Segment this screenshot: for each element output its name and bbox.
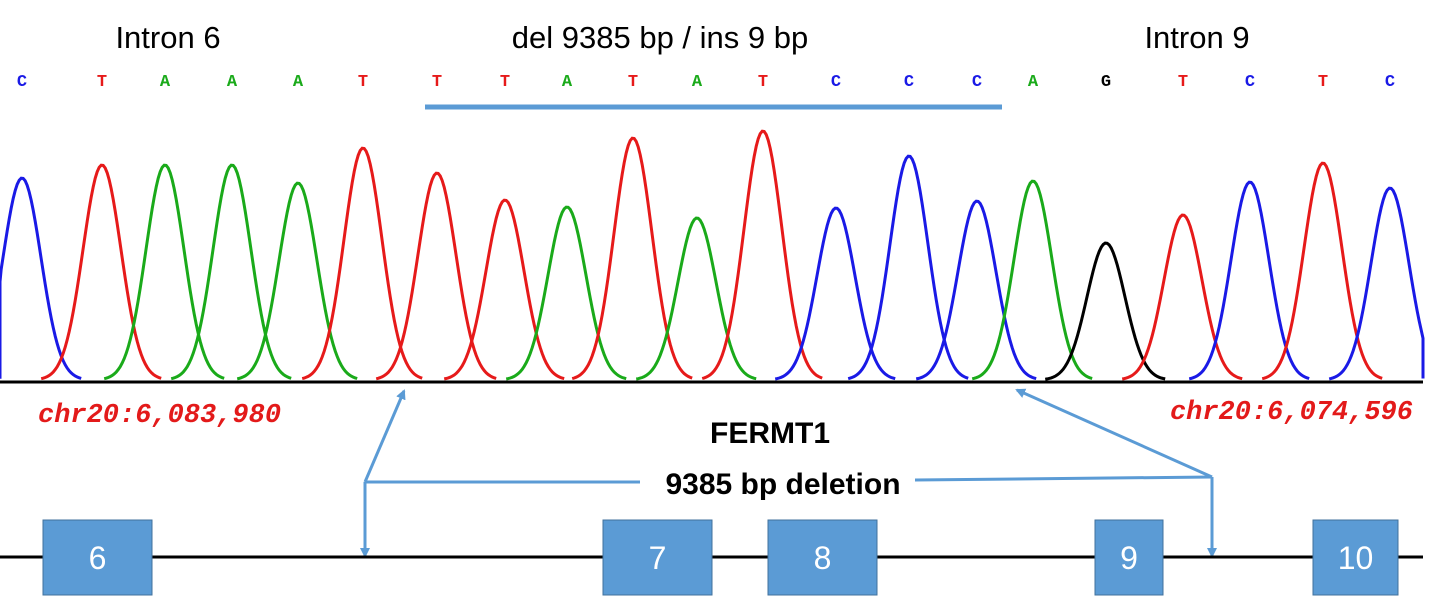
- base-call: C: [904, 73, 914, 92]
- trace-peak: [0, 176, 82, 380]
- trace-peak: [1044, 241, 1166, 381]
- trace-peak: [635, 216, 757, 381]
- exon-box: [42, 519, 153, 596]
- deletion-label: 9385 bp deletion: [665, 468, 900, 501]
- trace-peak: [443, 198, 565, 381]
- base-call: A: [692, 73, 703, 92]
- base-call: T: [628, 73, 638, 92]
- base-call: G: [1101, 73, 1111, 92]
- base-call: C: [1245, 73, 1255, 92]
- trace-peak: [375, 171, 497, 381]
- exon-label: 8: [814, 540, 832, 576]
- base-call: A: [227, 73, 238, 92]
- base-call: T: [758, 73, 768, 92]
- trace-peak: [103, 163, 225, 381]
- exon-label: 6: [89, 540, 107, 576]
- trace-peak: [236, 181, 358, 381]
- trace-peak: [1261, 161, 1383, 381]
- base-call: A: [160, 73, 171, 92]
- arrow: [363, 389, 406, 483]
- trace-peak: [1328, 186, 1425, 381]
- base-call: T: [432, 73, 442, 92]
- base-call: A: [562, 73, 573, 92]
- base-call: T: [1178, 73, 1188, 92]
- exons: 6 7 8 9 10: [42, 519, 1399, 596]
- exon-label: 10: [1338, 540, 1374, 576]
- trace-peak: [505, 205, 627, 381]
- base-call: T: [358, 73, 368, 92]
- gene-name: FERMT1: [710, 417, 830, 450]
- trace-peak: [774, 206, 896, 381]
- trace-peak: [571, 136, 693, 381]
- exon-box: [1312, 519, 1399, 596]
- coordinate-left: chr20:6,083,980: [38, 401, 281, 431]
- deletion-header: del 9385 bp / ins 9 bp: [512, 20, 808, 55]
- base-call: C: [1385, 73, 1395, 92]
- base-call: A: [1028, 73, 1039, 92]
- chromatogram: [0, 129, 1425, 381]
- base-call: T: [97, 73, 107, 92]
- exon-box: [767, 519, 878, 596]
- exon-box: [1094, 519, 1164, 596]
- arrow: [1015, 388, 1213, 479]
- exon-label: 7: [649, 540, 667, 576]
- trace-peak: [915, 199, 1037, 381]
- trace-peak: [1188, 180, 1310, 381]
- intron-left-label: Intron 6: [115, 20, 220, 55]
- coordinate-right: chr20:6,074,596: [1170, 398, 1413, 428]
- exon-label: 9: [1120, 540, 1138, 576]
- base-call: C: [972, 73, 982, 92]
- trace-peak: [1121, 213, 1243, 381]
- bracket-line: [914, 475, 1213, 482]
- trace-peak: [170, 163, 292, 381]
- trace-peak: [971, 179, 1093, 381]
- base-call: T: [1318, 73, 1328, 92]
- base-call: T: [500, 73, 510, 92]
- base-call: C: [17, 73, 27, 92]
- intron-right-label: Intron 9: [1144, 20, 1249, 55]
- base-call: C: [831, 73, 841, 92]
- trace-peak: [301, 146, 423, 381]
- trace-peak: [701, 129, 823, 380]
- trace-peak: [40, 163, 162, 381]
- base-call: A: [293, 73, 304, 92]
- trace-peak: [847, 154, 969, 381]
- exon-box: [602, 519, 713, 596]
